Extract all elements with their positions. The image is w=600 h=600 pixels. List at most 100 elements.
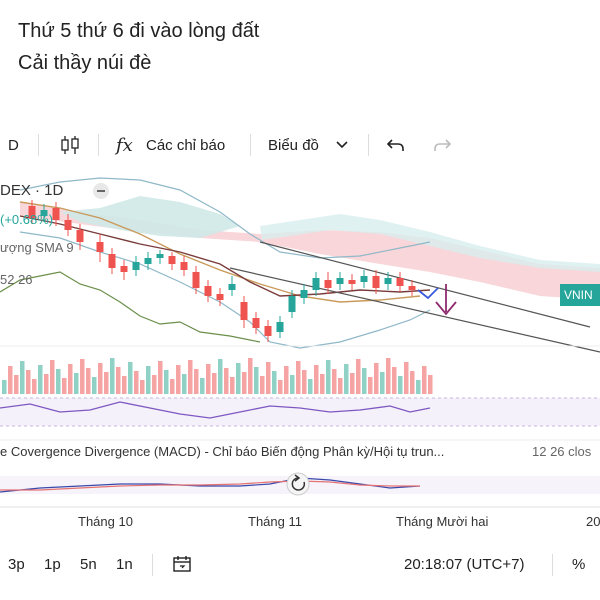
volume-bar	[2, 380, 7, 394]
volume-bar	[152, 375, 157, 394]
range-5n-button[interactable]: 5n	[80, 555, 97, 573]
volume-bar	[98, 363, 103, 394]
macd-label[interactable]: e Covergence Divergence (MACD) - Chỉ báo…	[0, 444, 445, 459]
volume-bar	[326, 360, 331, 394]
volume-bar	[356, 359, 361, 394]
candle-body	[76, 230, 84, 242]
x-axis-label: Tháng 11	[248, 514, 302, 529]
range-1p-button[interactable]: 1p	[44, 555, 61, 573]
volume-bar	[332, 369, 337, 394]
volume-bar	[62, 378, 67, 394]
x-axis-label: Tháng 10	[78, 514, 133, 529]
volume-bar	[206, 364, 211, 394]
volume-bar	[374, 363, 379, 394]
volume-bar	[68, 364, 73, 394]
range-3p-button[interactable]: 3p	[8, 555, 25, 573]
volume-bar	[134, 371, 139, 394]
volume-bar	[182, 374, 187, 394]
toolbar-divider	[552, 554, 553, 576]
volume-bar	[188, 360, 193, 394]
volume-bar	[314, 365, 319, 394]
volume-bar	[44, 374, 49, 394]
volume-bar	[14, 375, 19, 394]
candles-icon[interactable]	[58, 126, 82, 164]
candle-body	[192, 272, 200, 288]
trendline-upper	[259, 241, 591, 328]
volume-bar	[278, 380, 283, 394]
volume-bar	[194, 369, 199, 394]
chevron-down-icon[interactable]	[336, 126, 350, 164]
candle-body	[144, 258, 152, 264]
volume-bar	[74, 373, 79, 394]
volume-bar	[392, 367, 397, 394]
volume-bar	[344, 364, 349, 394]
price-chart[interactable]: DEX · 1D (+0.68%) ượng SMA 9 52 26 VNIN …	[0, 172, 600, 508]
candle-body	[96, 242, 104, 252]
candle-body	[324, 280, 332, 288]
volume-bar	[230, 377, 235, 394]
indicators-button[interactable]: Các chỉ báo	[146, 136, 226, 154]
candle-body	[108, 254, 116, 268]
caption-line-1: Thứ 5 thứ 6 đi vào lòng đất	[18, 20, 260, 42]
volume-bar	[176, 365, 181, 394]
legend-change: (+0.68%)	[0, 212, 54, 227]
lagging-span	[0, 271, 261, 343]
macd-line	[0, 477, 421, 493]
candle-body	[360, 276, 368, 282]
volume-bar	[20, 361, 25, 394]
volume-bar	[260, 376, 265, 394]
percent-toggle[interactable]: %	[572, 555, 586, 573]
candle-body	[264, 326, 272, 336]
interval-button[interactable]: D	[8, 136, 19, 154]
range-1n-button[interactable]: 1n	[116, 555, 133, 573]
calendar-range-icon[interactable]	[172, 544, 192, 584]
clock-readout[interactable]: 20:18:07 (UTC+7)	[404, 555, 525, 573]
volume-bar	[164, 370, 169, 394]
toolbar-divider	[38, 134, 39, 156]
candle-body	[336, 278, 344, 284]
volume-bar	[110, 358, 115, 394]
candle-body	[28, 206, 36, 218]
candle-body	[276, 322, 284, 332]
chart-toolbar: D 𝑓x Các chỉ báo Biểu đồ	[0, 126, 600, 164]
chart-type-button[interactable]: Biểu đồ	[268, 136, 319, 154]
candle-body	[64, 220, 72, 230]
candle-body	[156, 254, 164, 258]
candle-body	[252, 318, 260, 328]
volume-bar	[398, 376, 403, 394]
candle-body	[312, 278, 320, 290]
volume-bar	[290, 375, 295, 394]
rsi-panel	[0, 398, 600, 426]
volume-bar	[248, 358, 253, 394]
sma-line	[19, 215, 431, 297]
volume-bar	[170, 379, 175, 394]
volume-bar	[254, 367, 259, 394]
volume-bar	[380, 372, 385, 394]
macd-signal	[0, 480, 420, 491]
candle-body	[288, 296, 296, 312]
volume-bar	[218, 359, 223, 394]
ema-line	[19, 201, 421, 303]
candle-body	[120, 266, 128, 272]
trendline-lower	[229, 267, 600, 353]
candle-body	[348, 280, 356, 284]
candle-body	[228, 284, 236, 290]
undo-icon[interactable]	[386, 126, 408, 164]
forecast-arrow-blue	[417, 287, 439, 300]
redo-icon[interactable]	[432, 126, 454, 164]
legend-collapse-icon[interactable]	[92, 182, 110, 200]
toolbar-divider	[152, 554, 153, 576]
volume-bar	[386, 358, 391, 394]
volume-bar	[428, 375, 433, 394]
legend-symbol: DEX · 1D	[0, 182, 64, 199]
volume-bar	[266, 362, 271, 394]
volume-bar	[92, 377, 97, 394]
toolbar-divider	[98, 134, 99, 156]
candle-body	[240, 302, 248, 320]
fx-icon[interactable]: 𝑓x	[116, 134, 133, 156]
candle-body	[40, 210, 48, 216]
ichimoku-cloud-teal	[260, 214, 600, 272]
volume-bar	[104, 372, 109, 394]
volume-bar	[350, 373, 355, 394]
volume-bar	[410, 371, 415, 394]
